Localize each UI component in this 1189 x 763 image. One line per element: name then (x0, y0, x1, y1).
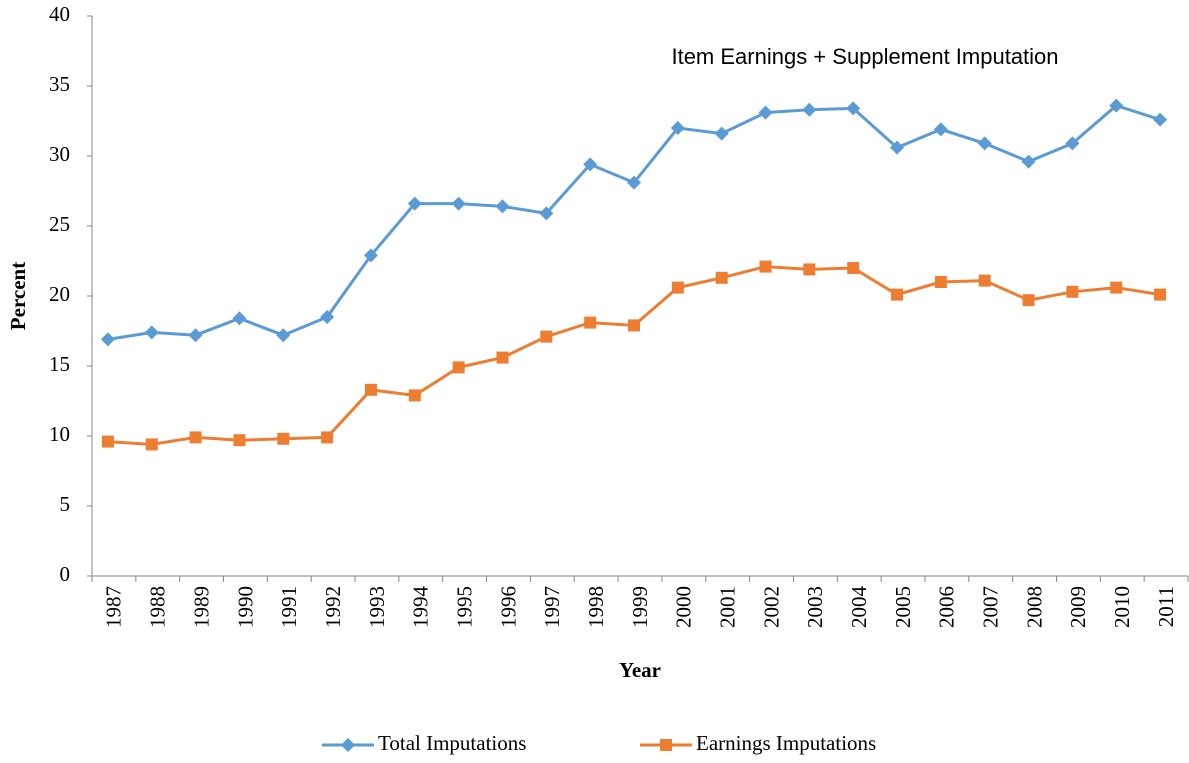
marker (759, 260, 772, 273)
annotation: Item Earnings + Supplement Imputation (671, 44, 1058, 69)
marker (846, 101, 861, 116)
y-tick-label: 20 (49, 282, 70, 306)
marker (660, 739, 672, 751)
marker (934, 276, 947, 288)
marker (540, 330, 553, 343)
y-tick-label: 10 (49, 422, 70, 446)
marker (276, 328, 291, 343)
marker (714, 126, 729, 141)
y-tick-label: 30 (49, 142, 70, 166)
legend-label: Earnings Imputations (696, 731, 876, 755)
marker (1153, 112, 1168, 127)
x-tick-label: 1988 (146, 586, 170, 628)
x-tick-label: 2011 (1154, 586, 1178, 627)
marker (1021, 154, 1036, 169)
y-tick-label: 40 (49, 2, 70, 26)
marker (232, 311, 247, 326)
x-tick-label: 2002 (759, 586, 783, 628)
marker (101, 435, 114, 448)
x-tick-label: 1987 (102, 586, 126, 628)
marker (100, 332, 115, 347)
x-tick-label: 2003 (803, 586, 827, 628)
x-axis-label: Year (619, 658, 661, 682)
marker (803, 263, 816, 276)
marker (802, 102, 817, 117)
x-tick-label: 1990 (233, 586, 257, 628)
marker (584, 316, 597, 329)
marker (341, 738, 355, 752)
marker (933, 122, 948, 137)
marker (1066, 285, 1079, 298)
marker (1065, 136, 1080, 151)
marker (451, 196, 466, 211)
marker (408, 389, 421, 402)
marker (1022, 294, 1035, 307)
legend-label: Total Imputations (378, 731, 526, 755)
x-tick-label: 2000 (672, 586, 696, 628)
y-tick-label: 25 (49, 212, 70, 236)
marker (189, 431, 202, 444)
marker (1110, 281, 1123, 294)
x-tick-label: 2010 (1110, 586, 1134, 628)
x-tick-label: 2009 (1066, 586, 1090, 628)
x-tick-label: 1999 (628, 586, 652, 628)
x-tick-label: 1998 (584, 586, 608, 628)
marker (363, 248, 378, 263)
marker (145, 438, 158, 451)
x-tick-label: 2005 (891, 586, 915, 628)
y-tick-label: 35 (49, 72, 70, 96)
x-tick-label: 1992 (321, 586, 345, 628)
marker (847, 262, 860, 274)
marker (452, 361, 465, 374)
x-tick-label: 2001 (715, 586, 739, 628)
marker (321, 431, 334, 444)
y-tick-label: 5 (60, 492, 71, 516)
x-tick-label: 2007 (979, 586, 1003, 628)
x-tick-label: 1997 (540, 586, 564, 628)
x-tick-label: 2006 (935, 586, 959, 628)
marker (758, 105, 773, 120)
marker (978, 274, 991, 287)
marker (233, 434, 246, 447)
marker (496, 351, 509, 364)
x-tick-label: 2004 (847, 586, 871, 629)
series-line (107, 265, 1161, 446)
marker (320, 310, 335, 324)
marker (670, 121, 685, 135)
marker (890, 140, 905, 155)
marker (1154, 288, 1167, 301)
y-tick-label: 0 (60, 562, 71, 586)
x-tick-label: 1989 (189, 586, 213, 628)
marker (715, 271, 728, 284)
marker (188, 328, 203, 343)
marker (277, 432, 290, 445)
marker (407, 196, 422, 211)
marker (144, 325, 159, 340)
y-axis-label: Percent (6, 262, 30, 330)
marker (977, 136, 992, 151)
marker (671, 281, 684, 294)
marker (891, 288, 904, 301)
x-tick-label: 1991 (277, 586, 301, 628)
marker (495, 199, 510, 214)
y-tick-label: 15 (49, 352, 70, 376)
marker (539, 206, 554, 221)
marker (627, 175, 641, 190)
x-tick-label: 2008 (1022, 586, 1046, 628)
marker (364, 383, 377, 396)
marker (1109, 98, 1124, 113)
series-line (107, 103, 1161, 341)
x-tick-label: 1993 (365, 586, 389, 628)
x-tick-label: 1995 (452, 586, 476, 628)
x-tick-label: 1996 (496, 586, 520, 628)
marker (583, 157, 598, 172)
marker (628, 319, 640, 332)
x-tick-label: 1994 (409, 586, 433, 629)
